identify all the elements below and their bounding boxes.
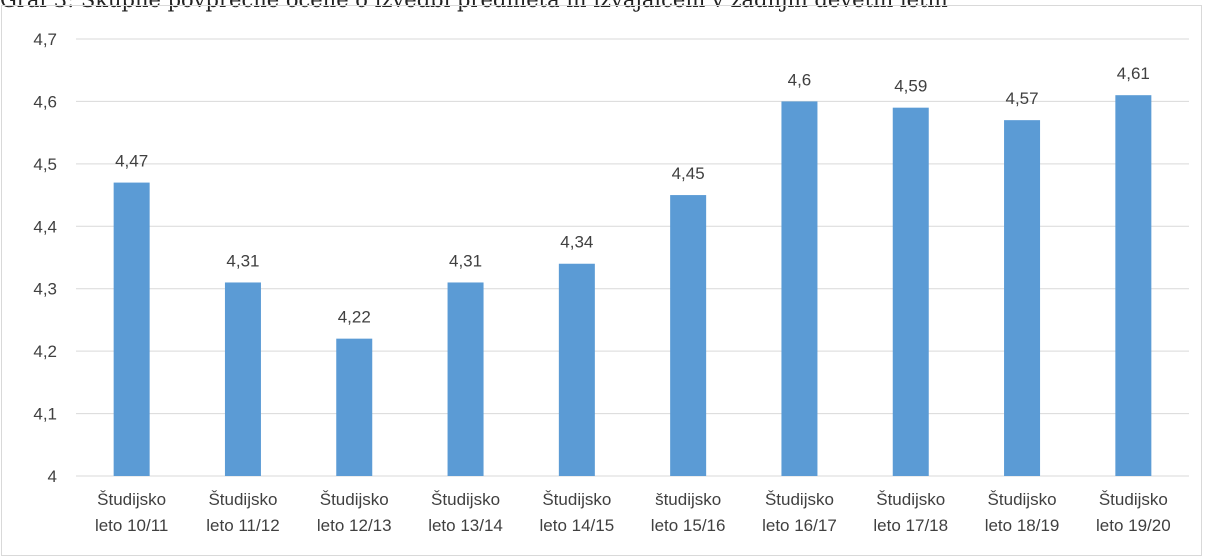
gridlines (76, 38, 1189, 477)
data-label: 4,61 (1117, 64, 1150, 83)
data-label: 4,47 (115, 152, 148, 171)
y-tick-label: 4,3 (33, 280, 57, 299)
x-category-label: Študijsko (1099, 490, 1168, 509)
chart-frame (1, 5, 1202, 556)
y-tick-label: 4,7 (33, 30, 57, 49)
x-category-label: leto 17/18 (873, 516, 948, 535)
bars (113, 95, 1152, 477)
x-category-label: leto 15/16 (651, 516, 726, 535)
x-category-label: Študijsko (876, 490, 945, 509)
bar (113, 182, 150, 477)
data-label: 4,45 (672, 164, 705, 183)
data-label: 4,34 (560, 233, 593, 252)
bar (670, 195, 707, 477)
x-category-label: Študijsko (208, 490, 277, 509)
x-category-label: študijsko (655, 490, 721, 509)
x-category-label: leto 14/15 (540, 516, 615, 535)
x-category-label: leto 10/11 (95, 516, 168, 535)
y-tick-label: 4,1 (33, 405, 57, 424)
x-category-label: Študijsko (320, 490, 389, 509)
x-category-label: Študijsko (988, 490, 1057, 509)
x-category-label: leto 13/14 (428, 516, 503, 535)
data-label: 4,22 (338, 308, 371, 327)
x-category-label: leto 12/13 (317, 516, 392, 535)
x-category-label: leto 18/19 (985, 516, 1060, 535)
bar (781, 101, 818, 476)
x-category-label: Študijsko (542, 490, 611, 509)
data-label: 4,59 (894, 77, 927, 96)
data-label: 4,57 (1006, 89, 1039, 108)
data-label: 4,31 (226, 251, 259, 270)
bar (1004, 120, 1041, 477)
bar (224, 282, 261, 476)
bar (1115, 95, 1152, 476)
bar (447, 282, 484, 476)
y-axis-ticks: 4 4,1 4,2 4,3 4,4 4,5 4,6 4,7 (33, 30, 57, 486)
bar (336, 338, 373, 476)
data-label: 4,6 (788, 70, 812, 89)
chart-title: Graf 3: Skupne povprečne ocene o izvedbi… (0, 0, 948, 12)
data-labels: 4,47 4,31 4,22 4,31 4,34 4,45 4,6 4,59 4,57 4,61 (115, 64, 1150, 326)
y-tick-label: 4,2 (33, 342, 57, 361)
bar (558, 263, 595, 476)
y-tick-label: 4,6 (33, 92, 57, 111)
x-category-label: Študijsko (765, 490, 834, 509)
y-tick-label: 4,4 (33, 217, 57, 236)
y-tick-label: 4,5 (33, 155, 57, 174)
y-tick-label: 4 (48, 467, 57, 486)
x-category-label: Študijsko (431, 490, 500, 509)
x-category-label: leto 11/12 (206, 516, 279, 535)
x-category-label: Študijsko (97, 490, 166, 509)
bar (892, 107, 929, 477)
x-category-label: leto 16/17 (762, 516, 837, 535)
data-label: 4,31 (449, 251, 482, 270)
x-axis-categories: Študijsko leto 10/11 Študijsko leto 11/12 Št… (95, 490, 1171, 535)
x-category-label: leto 19/20 (1096, 516, 1171, 535)
